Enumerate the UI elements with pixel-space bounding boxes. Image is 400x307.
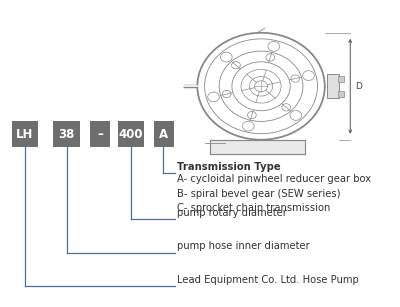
Text: LH: LH	[16, 128, 34, 141]
Bar	[90, 121, 110, 147]
Bar	[118, 121, 144, 147]
Text: 38: 38	[58, 128, 75, 141]
Bar	[54, 121, 80, 147]
Text: –: –	[97, 128, 103, 141]
Text: pump hose inner diameter: pump hose inner diameter	[177, 241, 310, 251]
Bar	[12, 121, 38, 147]
Bar	[154, 121, 174, 147]
Text: B- spiral bevel gear (SEW series): B- spiral bevel gear (SEW series)	[177, 188, 341, 199]
Text: 400: 400	[119, 128, 143, 141]
Bar	[338, 76, 344, 82]
Text: A- cycloidal pinwheel reducer gear box: A- cycloidal pinwheel reducer gear box	[177, 174, 372, 184]
Polygon shape	[210, 140, 305, 154]
Text: Transmission Type: Transmission Type	[177, 162, 281, 172]
Text: C- sprocket chain transmission: C- sprocket chain transmission	[177, 203, 331, 213]
Text: D: D	[355, 82, 362, 91]
Bar	[326, 74, 339, 99]
Text: Lead Equipment Co. Ltd. Hose Pump: Lead Equipment Co. Ltd. Hose Pump	[177, 275, 359, 285]
Text: A: A	[159, 128, 168, 141]
Bar	[338, 91, 344, 97]
Text: pump rotary diameter: pump rotary diameter	[177, 208, 287, 218]
